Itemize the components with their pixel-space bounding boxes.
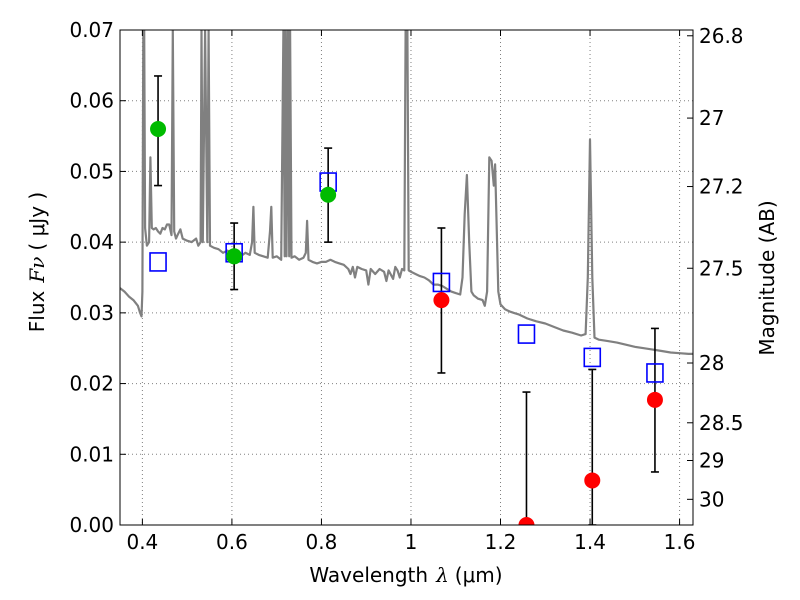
y2-tick-label: 28.5 (699, 411, 744, 435)
red-point (646, 391, 663, 408)
model-photometry-square (583, 347, 602, 368)
x-tick-label: 0.8 (306, 530, 338, 554)
x-tick-label: 1.2 (485, 530, 517, 554)
axis-ticks (120, 29, 693, 526)
red-point (584, 472, 601, 489)
y-tick-label: 0.05 (69, 159, 114, 183)
model-photometry-square (432, 272, 451, 293)
x-tick-label: 1 (405, 530, 418, 554)
y-tick-label: 0.01 (69, 442, 114, 466)
model-spectrum-line (120, 30, 693, 355)
y-axis-title: FluxFν( μJy ) (25, 192, 49, 332)
y2-tick-label: 27.5 (699, 256, 744, 280)
model-photometry-square (149, 252, 167, 272)
grid (120, 29, 693, 526)
green-point (226, 248, 243, 265)
model-photometry-square (517, 324, 536, 344)
y2-tick-label: 29 (699, 449, 724, 473)
y-tick-label: 0.06 (69, 89, 114, 113)
y-tick-label: 0.00 (69, 513, 114, 537)
model-photometry-square (646, 363, 664, 383)
x-tick-label: 0.6 (216, 530, 248, 554)
x-axis-title: Wavelength λ (μm) (309, 563, 502, 587)
y-tick-label: 0.03 (69, 301, 114, 325)
plot-area (120, 30, 693, 525)
x-tick-label: 1.4 (574, 530, 606, 554)
tick-labels: 0.4 0.6 0.8 1 1.2 1.4 1.6 0.00 0.01 0.02 0.03 0.04 0… (69, 18, 743, 554)
x-tick-label: 1.6 (664, 530, 696, 554)
y2-tick-label: 26.8 (699, 24, 744, 48)
y-tick-label: 0.02 (69, 372, 114, 396)
plot-frame (119, 29, 694, 526)
green-point (150, 121, 167, 137)
red-point (433, 292, 450, 309)
y2-tick-label: 27.2 (699, 175, 744, 199)
y2-tick-label: 27 (699, 106, 724, 130)
x-tick-label: 0.4 (126, 530, 158, 554)
y2-axis-title: Magnitude (AB) (755, 200, 779, 355)
green-point (320, 186, 337, 203)
red-point (518, 517, 535, 525)
y2-tick-label: 28 (699, 351, 724, 375)
y-tick-label: 0.04 (69, 230, 114, 254)
y-tick-label: 0.07 (69, 18, 114, 42)
y2-tick-label: 30 (699, 487, 724, 511)
